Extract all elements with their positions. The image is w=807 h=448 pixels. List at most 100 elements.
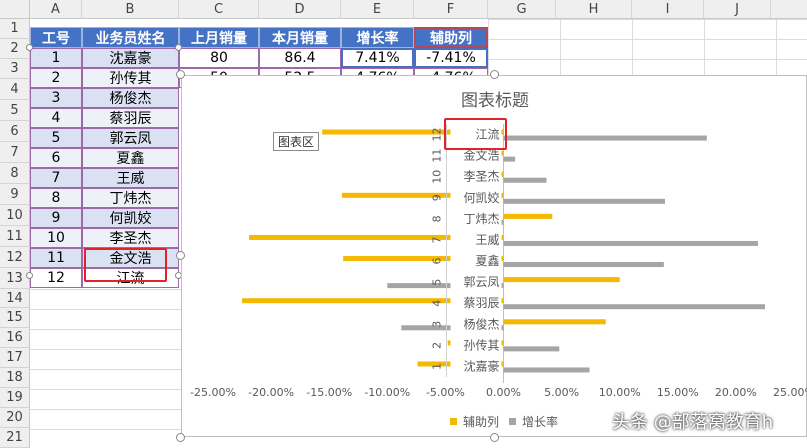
category-number-label[interactable]: 4: [431, 300, 444, 307]
column-header-c[interactable]: C: [179, 0, 259, 19]
bar-aux[interactable]: [503, 213, 553, 219]
cell-employee-name[interactable]: 夏鑫: [82, 148, 179, 168]
cell-growth[interactable]: 7.41%: [341, 48, 414, 68]
category-number-label[interactable]: 12: [431, 128, 444, 142]
header-cell-growth[interactable]: 增长率: [341, 27, 414, 48]
bar-aux[interactable]: [343, 256, 504, 262]
category-label[interactable]: 杨俊杰: [463, 316, 499, 331]
cell-employee-name[interactable]: 杨俊杰: [82, 88, 179, 108]
column-header-h[interactable]: H: [556, 0, 632, 19]
column-header-b[interactable]: B: [82, 0, 179, 19]
cell-curr[interactable]: 86.4: [259, 48, 341, 68]
grid-area-left[interactable]: [30, 289, 181, 442]
row-header[interactable]: 17: [0, 348, 30, 368]
column-header-f[interactable]: F: [414, 0, 488, 19]
cell-employee-name[interactable]: 郭云凤: [82, 128, 179, 148]
row-header[interactable]: 16: [0, 328, 30, 348]
row-header[interactable]: 21: [0, 428, 30, 448]
x-tick-label[interactable]: -25.00%: [190, 386, 236, 399]
legend[interactable]: 辅助列 增长率: [450, 413, 570, 429]
cell-employee-id[interactable]: 9: [30, 208, 82, 228]
category-number-label[interactable]: 2: [431, 342, 444, 349]
category-label[interactable]: 金文浩: [463, 148, 499, 163]
column-header-j[interactable]: J: [704, 0, 771, 19]
bar-growth[interactable]: [503, 156, 516, 162]
category-label[interactable]: 孙传其: [463, 337, 499, 352]
cell-employee-name[interactable]: 李圣杰: [82, 228, 179, 248]
cell-employee-name[interactable]: 江流: [82, 268, 179, 288]
cell-employee-id[interactable]: 4: [30, 108, 82, 128]
cell-employee-id[interactable]: 8: [30, 188, 82, 208]
chart-resize-handle[interactable]: [490, 70, 499, 79]
cell-employee-id[interactable]: 5: [30, 128, 82, 148]
bar-aux[interactable]: [341, 192, 504, 198]
row-header[interactable]: 7: [0, 142, 30, 163]
cell-employee-name[interactable]: 丁炜杰: [82, 188, 179, 208]
select-all-corner[interactable]: [0, 0, 30, 19]
cell-employee-id[interactable]: 12: [30, 268, 82, 288]
category-label[interactable]: 郭云凤: [463, 275, 499, 289]
column-header-e[interactable]: E: [341, 0, 414, 19]
bar-growth[interactable]: [503, 177, 547, 183]
x-tick-label[interactable]: 5.00%: [544, 386, 579, 399]
row-header[interactable]: 1: [0, 19, 30, 39]
row-header[interactable]: 19: [0, 388, 30, 408]
bar-growth[interactable]: [503, 135, 707, 141]
row-header[interactable]: 12: [0, 247, 30, 268]
cell-employee-name[interactable]: 蔡羽辰: [82, 108, 179, 128]
row-header[interactable]: 3: [0, 59, 30, 79]
x-tick-label[interactable]: -15.00%: [306, 386, 352, 399]
row-header[interactable]: 18: [0, 368, 30, 388]
bar-growth[interactable]: [503, 262, 664, 268]
x-tick-label[interactable]: -5.00%: [426, 386, 465, 399]
cell-employee-id[interactable]: 11: [30, 248, 82, 268]
column-header-d[interactable]: D: [259, 0, 341, 19]
category-number-label[interactable]: 9: [431, 194, 444, 201]
row-header[interactable]: 13: [0, 268, 30, 289]
bar-growth[interactable]: [503, 198, 666, 204]
chart-area[interactable]: 沈嘉豪 1 孙传其 2 杨俊杰 3 蔡羽辰 4 郭云凤 5 夏鑫 6 王威 7 丁炜杰 8 何凯姣 9 李圣杰 10 金…: [181, 75, 807, 437]
bar-growth[interactable]: [503, 304, 765, 310]
category-label[interactable]: 沈嘉豪: [463, 358, 499, 373]
row-header[interactable]: 11: [0, 226, 30, 247]
bar-growth[interactable]: [503, 346, 560, 352]
bar-aux[interactable]: [503, 277, 620, 283]
range-handle[interactable]: [26, 44, 33, 51]
range-handle[interactable]: [175, 44, 182, 51]
x-tick-label[interactable]: 0.00%: [486, 386, 521, 399]
category-number-label[interactable]: 8: [431, 215, 444, 222]
chart-resize-handle[interactable]: [176, 70, 185, 79]
bar-growth[interactable]: [387, 283, 504, 289]
column-header-g[interactable]: G: [488, 0, 556, 19]
category-number-label[interactable]: 6: [431, 258, 444, 265]
header-cell-name[interactable]: 业务员姓名: [82, 27, 179, 48]
category-label[interactable]: 何凯姣: [463, 190, 499, 205]
category-label[interactable]: 王威: [475, 233, 499, 247]
chart-title[interactable]: 图表标题: [461, 91, 529, 111]
cell-employee-id[interactable]: 10: [30, 228, 82, 248]
chart-resize-handle[interactable]: [176, 433, 185, 442]
x-tick-label[interactable]: 25.00%: [773, 386, 807, 399]
cell-employee-name[interactable]: 沈嘉豪: [82, 48, 179, 68]
row-header[interactable]: 20: [0, 408, 30, 428]
chart-resize-handle[interactable]: [490, 433, 499, 442]
bar-growth[interactable]: [503, 367, 590, 373]
cell-employee-name[interactable]: 何凯姣: [82, 208, 179, 228]
x-tick-label[interactable]: 20.00%: [715, 386, 757, 399]
x-tick-label[interactable]: 15.00%: [657, 386, 699, 399]
x-tick-label[interactable]: -10.00%: [364, 386, 410, 399]
category-number-label[interactable]: 11: [431, 149, 444, 163]
category-number-label[interactable]: 1: [431, 363, 444, 370]
category-label[interactable]: 江流: [475, 128, 499, 142]
bar-aux[interactable]: [242, 298, 504, 304]
header-cell-prev[interactable]: 上月销量: [179, 27, 259, 48]
row-header[interactable]: 5: [0, 100, 30, 121]
chart-resize-handle[interactable]: [176, 251, 185, 260]
x-tick-label[interactable]: 10.00%: [599, 386, 641, 399]
header-cell-id[interactable]: 工号: [30, 27, 82, 48]
column-header-i[interactable]: I: [632, 0, 704, 19]
row-header[interactable]: 8: [0, 163, 30, 184]
bar-aux[interactable]: [249, 234, 504, 240]
row-header[interactable]: 6: [0, 121, 30, 142]
